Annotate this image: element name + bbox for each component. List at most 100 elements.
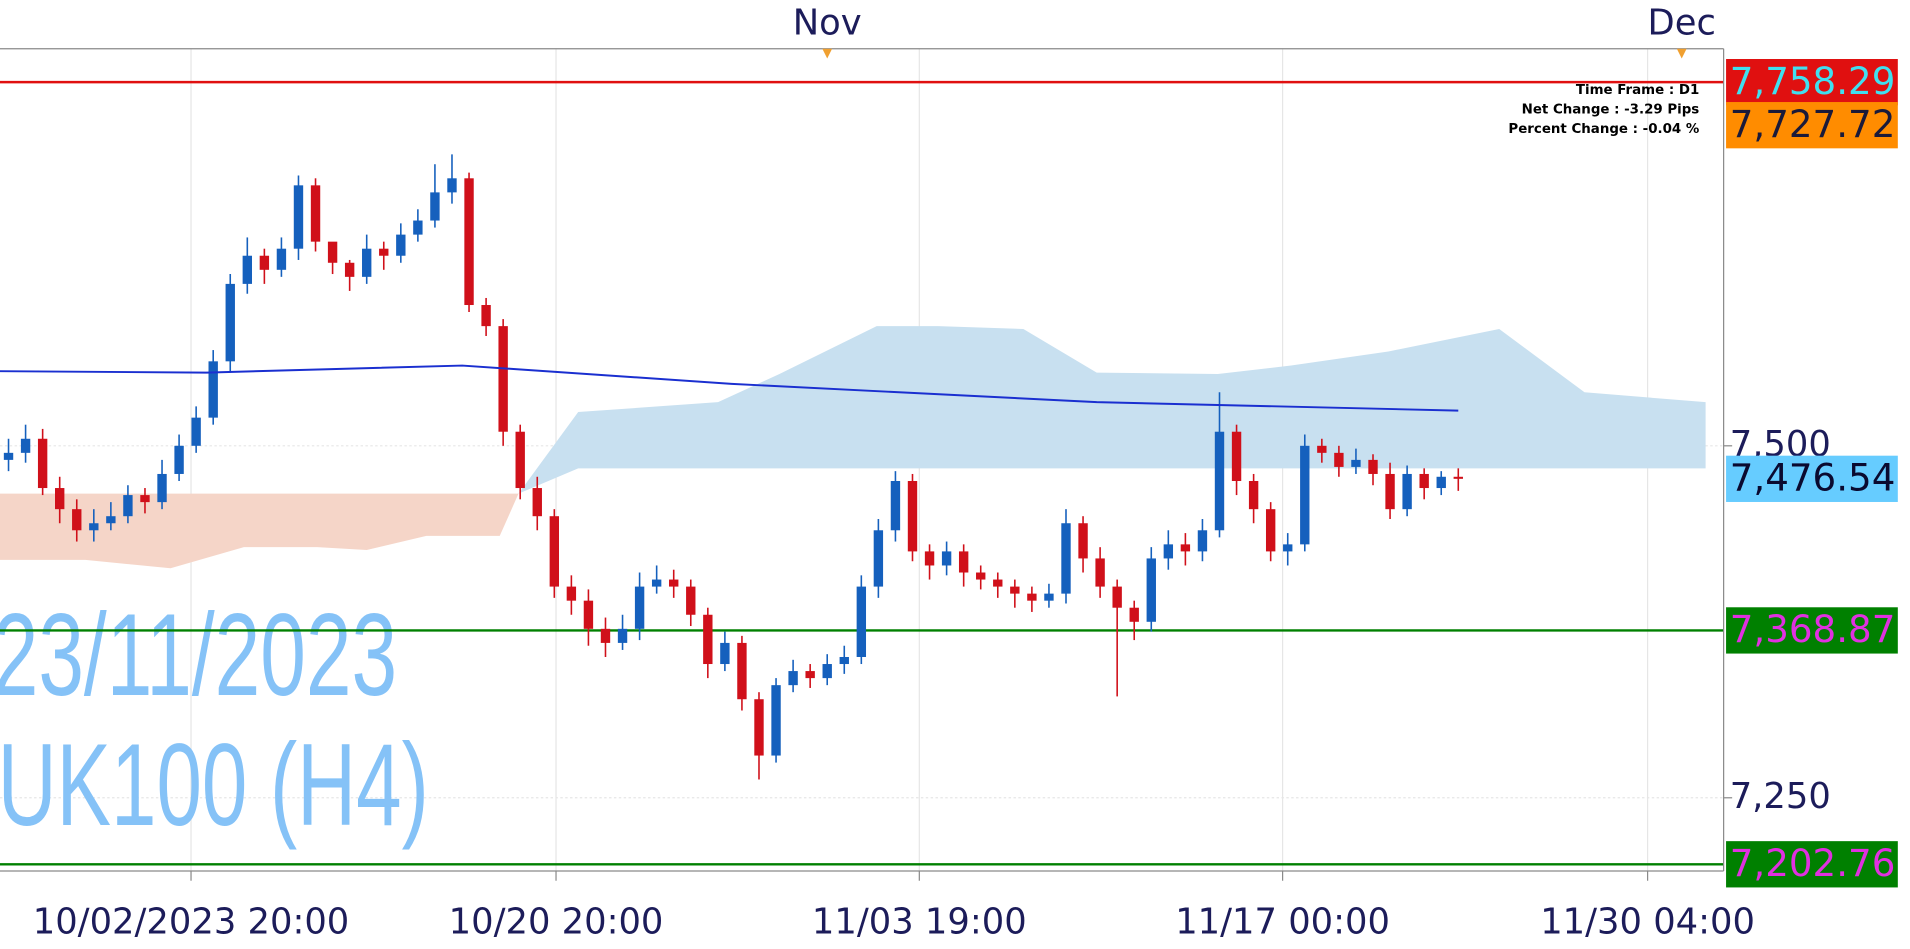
level-label-bg [1726, 607, 1898, 654]
candle-body [703, 614, 713, 665]
candle-body [1317, 445, 1327, 453]
top-tick-marker [822, 48, 833, 59]
moving-average [0, 364, 1459, 412]
candle-body [1112, 586, 1122, 608]
level-label: 7,368.87 [1730, 607, 1896, 651]
candle-body [379, 248, 389, 256]
candle-body [771, 685, 781, 756]
candle-body [72, 509, 82, 531]
candle-body [276, 248, 287, 270]
level-label-bg [1726, 59, 1898, 106]
x-tick-label: 10/02/2023 20:00 [33, 901, 350, 942]
candle-body [1027, 593, 1037, 601]
candle-body [37, 438, 48, 489]
candle-body [1078, 523, 1088, 559]
candle-body [1368, 459, 1378, 474]
candle-body [1385, 473, 1395, 510]
candle-body [600, 628, 611, 643]
candle-body [669, 579, 679, 587]
candle-body [890, 481, 901, 531]
candle-body [993, 579, 1003, 587]
candle-body [549, 516, 560, 587]
candle-body [788, 671, 798, 686]
candle-body [873, 530, 884, 587]
top-tick-marker [1676, 48, 1687, 59]
watermark-date: 23/11/2023 [0, 589, 397, 720]
candle-body [225, 283, 235, 362]
candle-body [583, 600, 594, 629]
candle-body [686, 586, 696, 615]
candle-body [976, 572, 986, 580]
candle-body [856, 586, 867, 657]
level-label-bg [1726, 841, 1898, 888]
candle-body [532, 488, 542, 517]
x-tick-label: 10/20 20:00 [449, 901, 664, 942]
candle-body [1197, 530, 1208, 552]
candle-body [1402, 473, 1412, 510]
candle-body [1214, 431, 1225, 531]
candle-body [1231, 431, 1242, 482]
candle-body [1265, 509, 1276, 552]
candle-body [566, 586, 577, 601]
level-label: 7,758.29 [1730, 59, 1896, 103]
candle-body [191, 417, 201, 446]
candle-body [89, 523, 99, 531]
candle-body [3, 452, 14, 460]
x-tick-label: 11/17 00:00 [1175, 901, 1390, 942]
candle-body [157, 473, 167, 503]
candle-body [106, 516, 116, 524]
candle-body [1044, 593, 1054, 601]
ichimoku-cloud [518, 326, 1706, 494]
candle-body [839, 656, 849, 665]
candle-body [430, 192, 440, 221]
candle-body [396, 234, 406, 256]
info-percent-change: Percent Change : -0.04 % [1508, 122, 1699, 137]
level-label: 7,202.76 [1730, 841, 1896, 885]
x-tick-label: 11/03 19:00 [812, 901, 1027, 942]
candle-body [1334, 452, 1344, 467]
candle-body [20, 438, 31, 453]
candle-body [1061, 523, 1071, 594]
candle-body [617, 628, 628, 643]
candle-body [344, 262, 355, 277]
info-net-change: Net Change : -3.29 Pips [1522, 103, 1700, 118]
top-tick-label: Dec [1648, 2, 1716, 43]
candle-body [123, 495, 133, 517]
candle-body [174, 445, 184, 474]
candle-body [1351, 459, 1361, 467]
candle-body [737, 642, 747, 700]
level-label-bg [1726, 455, 1898, 502]
candle-body [754, 699, 764, 756]
candle-body [720, 642, 730, 665]
candle-body [259, 255, 270, 270]
level-label-bg [1726, 102, 1898, 149]
candle-body [1163, 544, 1174, 559]
candle-body [55, 488, 65, 510]
candle-body [634, 586, 645, 629]
candle-body [362, 248, 372, 277]
candle-body [1180, 544, 1191, 552]
candle-body [447, 178, 457, 193]
candle-body [1300, 445, 1310, 545]
candle-body [481, 305, 491, 327]
candle-body [924, 551, 935, 566]
candle-body [1010, 586, 1020, 594]
candle-body [1129, 607, 1139, 622]
candle-body [464, 178, 474, 306]
candle-body [1453, 476, 1463, 479]
watermark-symbol: UK100 (H4) [0, 719, 429, 850]
candle-body [1283, 544, 1293, 552]
info-timeframe: Time Frame : D1 [1576, 83, 1699, 98]
candle-body [822, 664, 832, 679]
x-tick-label: 11/30 04:00 [1540, 901, 1755, 942]
top-tick-label: Nov [793, 2, 862, 43]
candle-body [651, 579, 662, 587]
candle-body [941, 551, 952, 566]
y-tick-label: 7,250 [1730, 776, 1831, 817]
candle-body [907, 481, 918, 552]
candle-body [140, 495, 150, 503]
candle-body [327, 241, 338, 263]
candle-body [242, 255, 253, 284]
level-label: 7,476.54 [1730, 456, 1896, 500]
